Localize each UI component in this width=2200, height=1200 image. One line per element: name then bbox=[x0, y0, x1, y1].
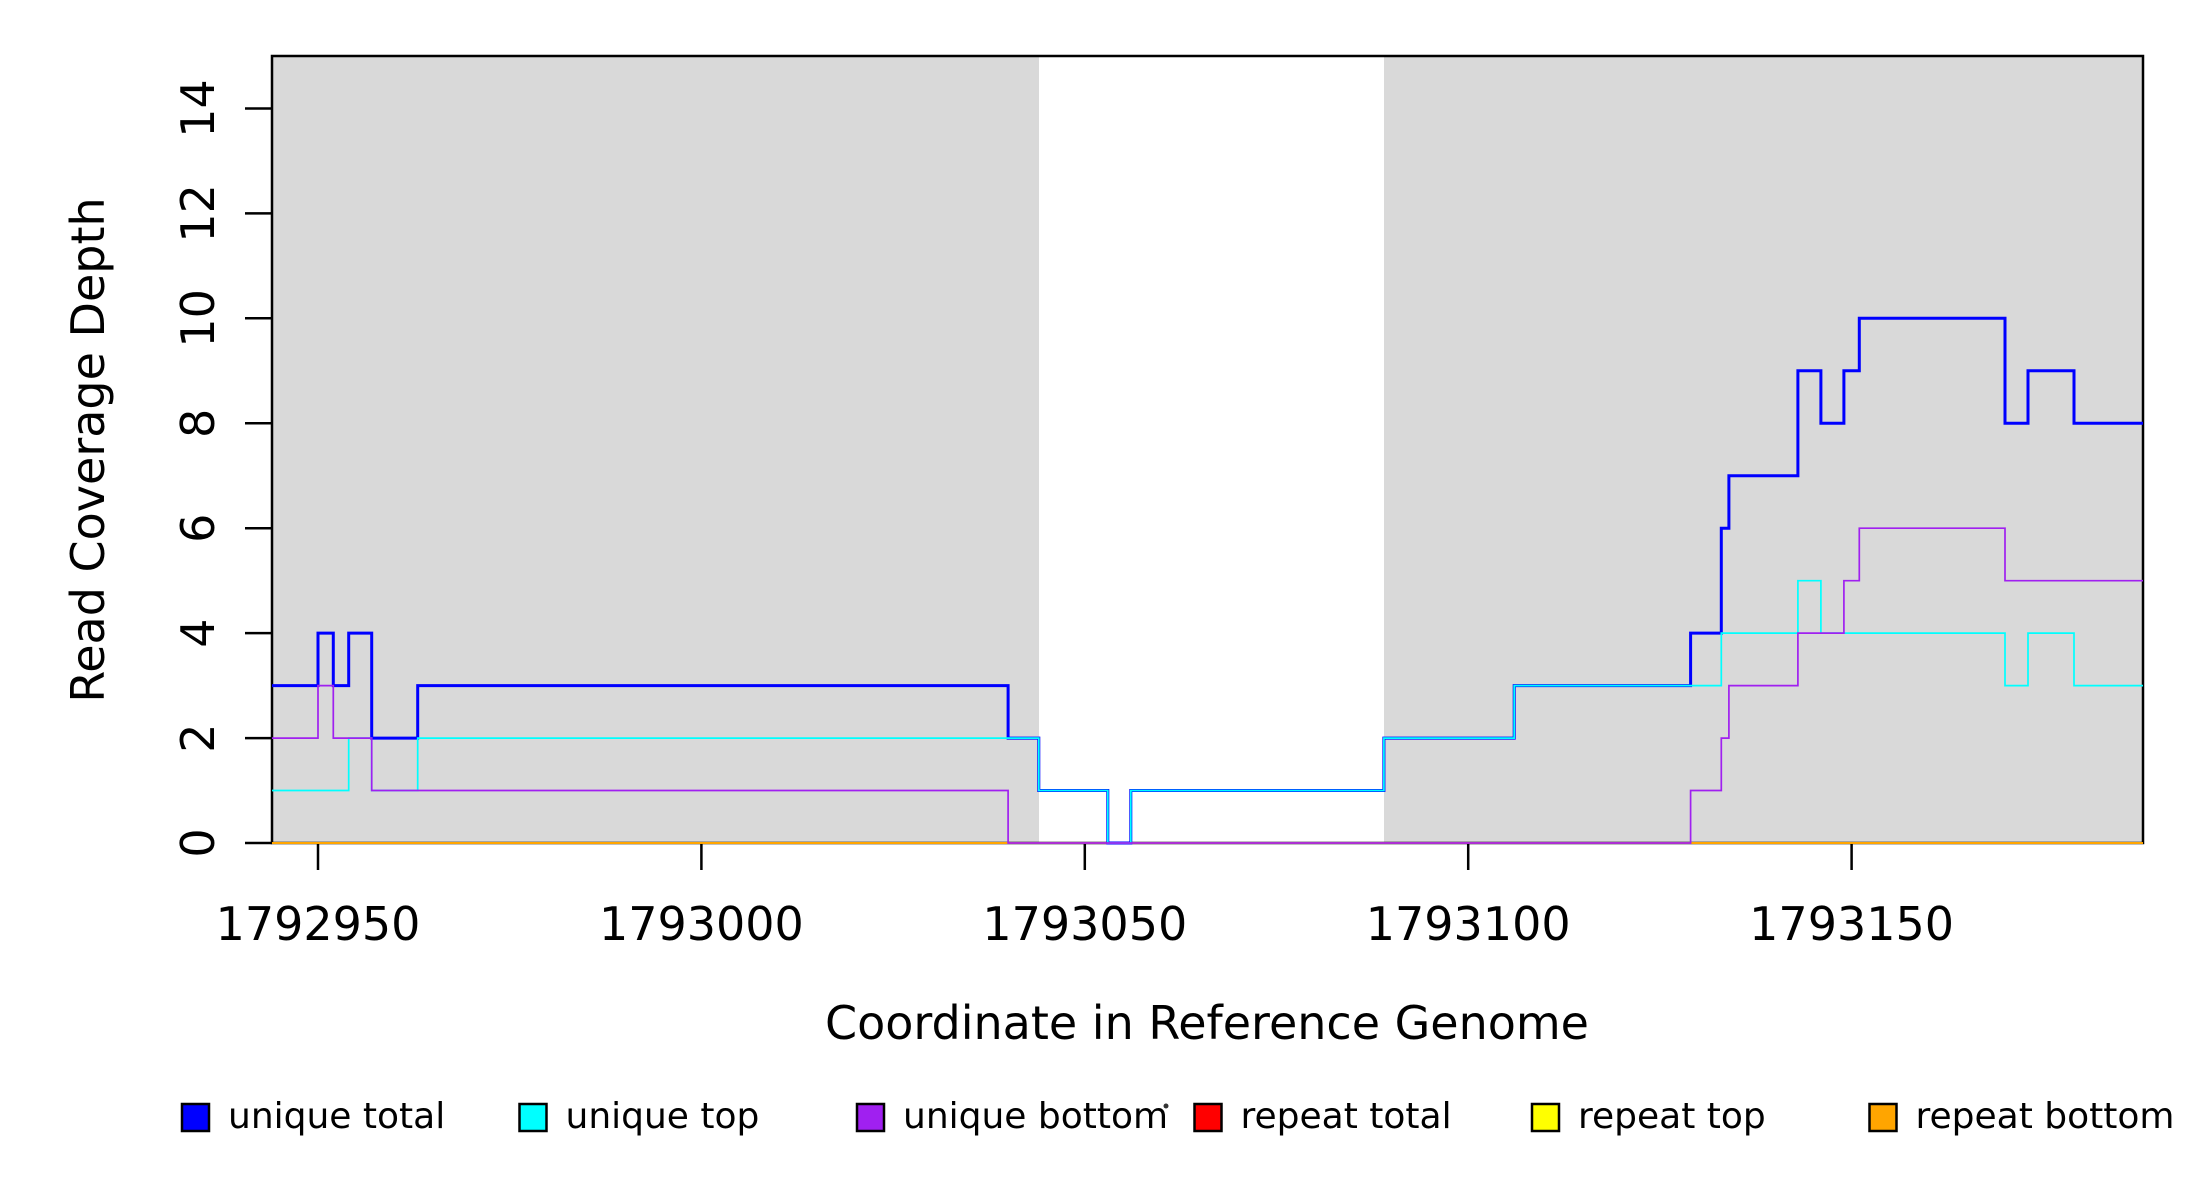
y-axis-tick-label: 6 bbox=[171, 514, 225, 543]
legend-label: unique bottom bbox=[903, 1096, 1168, 1137]
x-axis-tick-label: 1793150 bbox=[1749, 897, 1954, 951]
legend-swatch bbox=[855, 1102, 886, 1133]
shaded-region bbox=[272, 57, 1039, 843]
y-axis-title: Read Coverage Depth bbox=[61, 197, 115, 703]
x-axis-tick-label: 1792950 bbox=[216, 897, 421, 951]
legend-swatch bbox=[1530, 1102, 1561, 1133]
legend-label: repeat total bbox=[1241, 1096, 1452, 1137]
legend-label: unique top bbox=[566, 1096, 760, 1137]
y-axis-tick-label: 14 bbox=[171, 79, 225, 138]
legend-swatch bbox=[180, 1102, 211, 1133]
legend-swatch bbox=[1193, 1102, 1223, 1133]
y-axis-tick-label: 12 bbox=[171, 184, 225, 243]
legend-swatch bbox=[1868, 1102, 1898, 1133]
y-axis-tick-label: 4 bbox=[171, 618, 225, 647]
x-axis-tick-label: 1793100 bbox=[1366, 897, 1571, 951]
y-axis-tick-label: 10 bbox=[171, 289, 225, 348]
x-axis-tick-label: 1793050 bbox=[982, 897, 1187, 951]
stray-dot bbox=[1163, 1103, 1169, 1109]
y-axis-tick-label: 8 bbox=[171, 409, 225, 438]
y-axis-tick-label: 0 bbox=[171, 828, 225, 857]
legend-swatch bbox=[518, 1102, 548, 1133]
legend-label: repeat top bbox=[1578, 1096, 1766, 1137]
x-axis-tick-label: 1793000 bbox=[599, 897, 804, 951]
legend-label: unique total bbox=[228, 1096, 445, 1137]
x-axis-title: Coordinate in Reference Genome bbox=[825, 996, 1589, 1050]
shaded-region bbox=[1383, 57, 2143, 843]
y-axis-tick-label: 2 bbox=[171, 723, 225, 752]
legend-label: repeat bottom bbox=[1916, 1096, 2175, 1137]
series-unique-bottom-line bbox=[272, 527, 2143, 844]
